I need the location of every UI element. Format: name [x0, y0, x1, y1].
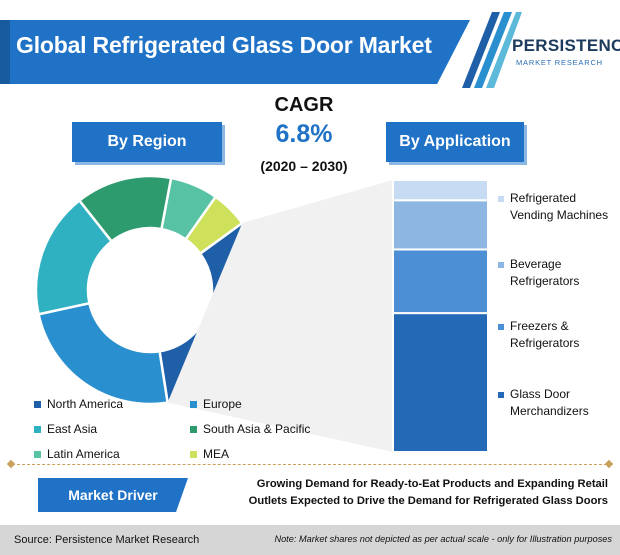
legend-label: South Asia & Pacific	[203, 422, 311, 436]
application-label: Freezers & Refrigerators	[498, 318, 616, 352]
legend-item: Europe	[190, 397, 242, 411]
donut-slice-europe	[37, 301, 170, 406]
legend-swatch	[34, 400, 41, 408]
cagr-label: CAGR	[274, 94, 334, 116]
application-section-title: By Application	[386, 122, 524, 162]
legend-swatch	[190, 400, 197, 408]
legend-item: Latin America	[34, 447, 120, 461]
section-divider	[12, 464, 612, 465]
application-label-text: Freezers & Refrigerators	[510, 319, 580, 350]
bar-segment-glass-door-merchandizers	[392, 312, 489, 453]
legend-item: East Asia	[34, 422, 97, 436]
market-driver-line-1: Growing Demand for Ready-to-Eat Products…	[256, 478, 608, 490]
cagr-value: 6.8%	[275, 120, 333, 148]
bar-segment-freezers-refrigerators	[392, 248, 489, 315]
footer-source: Source: Persistence Market Research	[14, 534, 200, 546]
donut-slice-mea	[183, 195, 244, 256]
callout-wedge	[167, 180, 393, 452]
logo-subtitle: MARKET RESEARCH	[516, 58, 603, 67]
application-label: Beverage Refrigerators	[498, 256, 616, 290]
title-banner-shade	[0, 20, 10, 84]
application-swatch	[498, 392, 504, 398]
legend-item: MEA	[190, 447, 229, 461]
legend-label: Europe	[203, 397, 242, 411]
title-banner	[0, 20, 470, 84]
region-section-title: By Region	[72, 122, 222, 162]
market-driver-line-2: Outlets Expected to Drive the Demand for…	[248, 495, 608, 507]
logo-name: PERSISTENCE	[512, 36, 620, 55]
market-driver-text: Growing Demand for Ready-to-Eat Products…	[200, 476, 608, 510]
application-swatch	[498, 324, 504, 330]
legend-label: MEA	[203, 447, 230, 461]
legend-label: North America	[47, 397, 124, 411]
footer-note: Note: Market shares not depicted as per …	[274, 534, 612, 544]
bar-segment-refrigerated-vending-machines	[392, 179, 489, 202]
legend-swatch	[34, 425, 41, 433]
legend-swatch	[190, 450, 197, 458]
footer-bar	[0, 525, 620, 555]
application-swatch	[498, 196, 504, 202]
bar-segment-beverage-refrigerators	[392, 199, 489, 251]
logo-stripes-icon	[462, 12, 522, 88]
page-title: Global Refrigerated Glass Door Market	[16, 32, 432, 58]
application-label: Glass Door Merchandizers	[498, 386, 616, 420]
application-label-text: Glass Door Merchandizers	[510, 387, 589, 418]
application-label-text: Beverage Refrigerators	[510, 257, 580, 288]
application-label-text: Refrigerated Vending Machines	[510, 191, 609, 222]
legend-swatch	[190, 425, 197, 433]
legend-swatch	[34, 450, 41, 458]
legend-item: South Asia & Pacific	[190, 422, 310, 436]
legend-label: East Asia	[47, 422, 98, 436]
application-label: Refrigerated Vending Machines	[498, 190, 616, 224]
legend-item: North America	[34, 397, 123, 411]
cagr-period: (2020 – 2030)	[260, 158, 348, 174]
market-driver-title: Market Driver	[38, 478, 188, 512]
legend-label: Latin America	[47, 447, 120, 461]
application-swatch	[498, 262, 504, 268]
